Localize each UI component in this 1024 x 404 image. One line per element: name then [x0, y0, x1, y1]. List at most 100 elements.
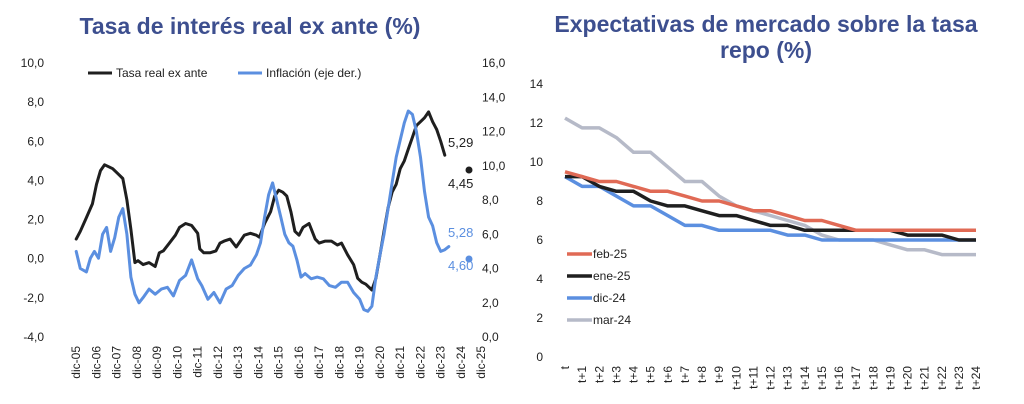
x-tick-label: t+7 [678, 366, 692, 383]
left-tick-label: 8,0 [27, 95, 44, 109]
x-tick-label: t+14 [798, 366, 812, 390]
y-tick-label: 2 [536, 311, 543, 325]
y-tick-label: 10 [530, 155, 544, 169]
left-tick-label: -4,0 [23, 330, 44, 344]
y-tick-label: 4 [536, 272, 543, 286]
x-tick-label: t+10 [729, 366, 743, 390]
x-tick-label: dic-09 [150, 346, 164, 379]
x-tick-label: t+21 [918, 366, 932, 390]
x-tick-label: t+18 [866, 366, 880, 390]
x-axis-ticks: t t+1 t+2 t+3 t+4 t+5 t+6 t+7 t+8 t+9 t+10 t+11 t+12… [558, 365, 983, 389]
x-tick-label: dic-21 [393, 346, 407, 379]
series-group [74, 109, 451, 313]
legend-label: Tasa real ex ante [116, 66, 208, 80]
chart-real-interest-rate: Tasa de interés real ex ante (%) 10,0 8,0… [21, 13, 506, 379]
y-tick-label: 8 [536, 194, 543, 208]
x-tick-label: dic-19 [353, 346, 367, 379]
annotation-marker [465, 166, 473, 174]
chart-repo-expectations: Expectativas de mercado sobre la tasa re… [530, 11, 983, 390]
x-tick-label: dic-24 [454, 346, 468, 379]
right-tick-label: 14,0 [482, 90, 506, 104]
legend-label: Inflación (eje der.) [266, 66, 361, 80]
right-tick-label: 2,0 [482, 296, 499, 310]
x-tick-label: t+8 [695, 366, 709, 383]
right-tick-label: 16,0 [482, 56, 506, 70]
legend-label: dic-24 [593, 291, 626, 305]
x-tick-label: dic-07 [110, 346, 124, 379]
x-tick-label: t+12 [764, 366, 778, 390]
x-tick-label: t+20 [901, 366, 915, 390]
x-tick-label: t+19 [883, 366, 897, 390]
x-tick-label: t+23 [952, 366, 966, 390]
series-line-inflacion [74, 109, 451, 313]
x-tick-label: t+9 [712, 366, 726, 383]
x-tick-label: dic-12 [211, 346, 225, 379]
x-tick-label: t+16 [832, 366, 846, 390]
legend: Tasa real ex ante Inflación (eje der.) [88, 66, 361, 80]
x-tick-label: dic-13 [231, 346, 245, 379]
annotation-label: 5,28 [448, 225, 473, 240]
x-tick-label: dic-18 [332, 346, 346, 379]
left-tick-label: 10,0 [21, 56, 45, 70]
x-tick-label: dic-22 [413, 346, 427, 379]
chart-title-repo-line-2: repo (%) [720, 37, 812, 63]
x-tick-label: dic-25 [474, 346, 488, 379]
series-line-feb-25 [564, 170, 976, 233]
right-tick-label: 0,0 [482, 330, 499, 344]
x-tick-label: t+4 [627, 366, 641, 383]
x-tick-label: dic-23 [434, 346, 448, 379]
x-tick-label: dic-17 [312, 346, 326, 379]
annotation-marker [465, 255, 473, 263]
annotation-label: 5,29 [448, 135, 473, 150]
x-tick-label: t+15 [815, 366, 829, 390]
y-tick-label: 0 [536, 350, 543, 364]
legend-label: mar-24 [593, 313, 631, 327]
x-tick-label: dic-05 [69, 346, 83, 379]
left-tick-label: 2,0 [27, 213, 44, 227]
y-tick-label: 12 [530, 116, 544, 130]
x-tick-label: t+5 [644, 366, 658, 383]
series-line-dic-24 [564, 175, 976, 242]
annotation-label: 4,45 [448, 176, 473, 191]
x-tick-label: dic-08 [130, 346, 144, 379]
left-axis-ticks: 10,0 8,0 6,0 4,0 2,0 0,0 -2,0 -4,0 [21, 56, 45, 344]
x-tick-label: dic-15 [272, 346, 286, 379]
left-tick-label: -2,0 [23, 291, 44, 305]
x-tick-label: t+2 [592, 366, 606, 383]
x-tick-label: t+24 [969, 366, 983, 390]
x-tick-label: dic-10 [170, 346, 184, 379]
legend: feb-25 ene-25 dic-24 mar-24 [567, 247, 631, 327]
chart-title-real-rate: Tasa de interés real ex ante (%) [80, 13, 421, 39]
series-group [564, 116, 976, 257]
annotations: 5,29 4,45 5,28 4,60 [448, 135, 473, 273]
x-tick-label: dic-11 [191, 346, 205, 378]
right-tick-label: 6,0 [482, 227, 499, 241]
y-axis-ticks: 14 12 10 8 6 4 2 0 [530, 77, 544, 364]
annotation-label: 4,60 [448, 258, 473, 273]
left-tick-label: 0,0 [27, 252, 44, 266]
legend-label: ene-25 [593, 269, 631, 283]
x-tick-label: t [558, 365, 572, 369]
x-tick-label: t+6 [661, 366, 675, 383]
x-tick-label: dic-16 [292, 346, 306, 379]
series-line-ene-25 [565, 174, 976, 242]
x-tick-label: t+3 [609, 366, 623, 383]
right-tick-label: 4,0 [482, 262, 499, 276]
left-tick-label: 6,0 [27, 134, 44, 148]
y-tick-label: 6 [536, 233, 543, 247]
x-tick-label: t+11 [746, 366, 760, 389]
chart-title-repo-line-1: Expectativas de mercado sobre la tasa [554, 11, 977, 37]
x-axis-ticks: dic-05 dic-06 dic-07 dic-08 dic-09 dic-10 dic-… [69, 346, 488, 379]
x-tick-label: t+1 [575, 366, 589, 383]
right-axis-ticks: 16,0 14,0 12,0 10,0 8,0 6,0 4,0 2,0 0,0 [482, 56, 506, 344]
x-tick-label: t+17 [849, 366, 863, 390]
x-tick-label: dic-20 [373, 346, 387, 379]
x-tick-label: t+22 [935, 366, 949, 390]
right-tick-label: 8,0 [482, 193, 499, 207]
right-tick-label: 10,0 [482, 159, 506, 173]
left-tick-label: 4,0 [27, 173, 44, 187]
x-tick-label: dic-06 [89, 346, 103, 379]
y-tick-label: 14 [530, 77, 544, 91]
x-tick-label: dic-14 [251, 346, 265, 379]
